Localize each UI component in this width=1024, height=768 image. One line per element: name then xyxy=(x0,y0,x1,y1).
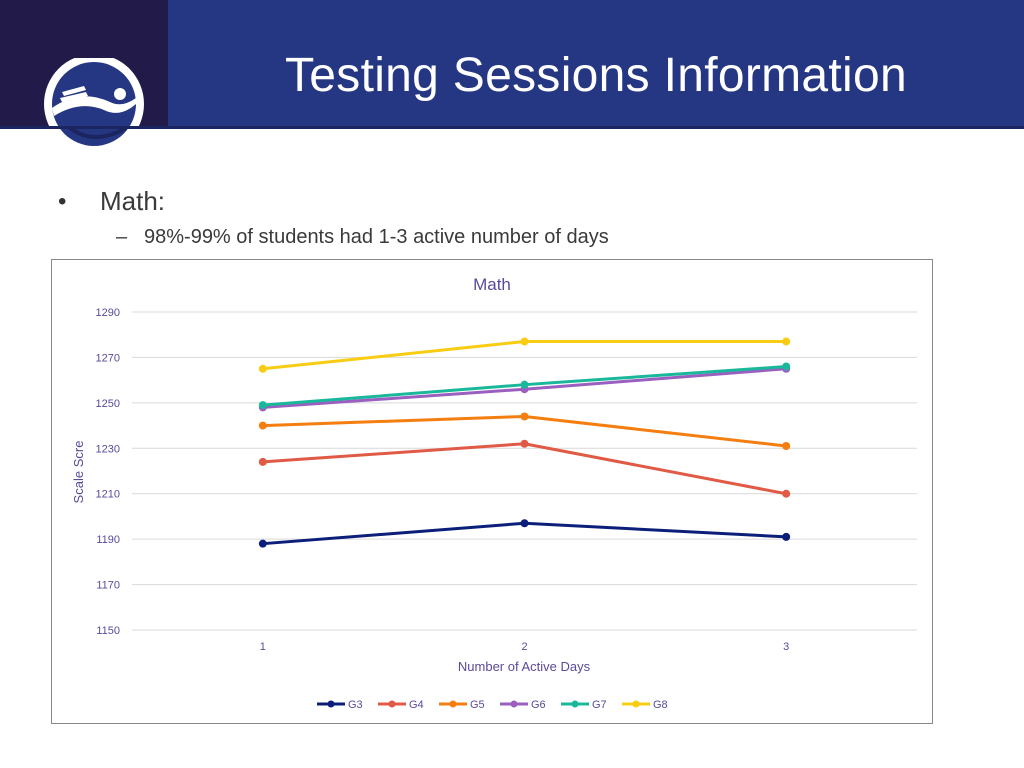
series-line-g8 xyxy=(262,340,787,371)
data-point-g5 xyxy=(782,442,791,451)
y-tick-label: 1290 xyxy=(96,307,120,319)
logo-panel xyxy=(0,0,168,154)
data-point-g4 xyxy=(782,489,791,498)
y-tick-label: 1190 xyxy=(96,534,120,546)
logo-icon xyxy=(44,58,144,154)
legend-label: G4 xyxy=(409,699,424,711)
data-point-g3 xyxy=(258,539,267,548)
header-bar: Testing Sessions Information xyxy=(0,0,1024,154)
line-chart: Math Scale Scre Number of Active Days 11… xyxy=(71,275,917,711)
legend-marker xyxy=(327,700,335,708)
x-tick-label: 3 xyxy=(783,641,789,653)
chart-container: Math Scale Scre Number of Active Days 11… xyxy=(51,259,933,724)
x-tick-label: 1 xyxy=(260,641,266,653)
data-point-g3 xyxy=(782,532,791,541)
data-point-g7 xyxy=(782,362,791,371)
legend-label: G7 xyxy=(592,699,607,711)
y-tick-label: 1250 xyxy=(96,398,120,410)
sub-bullet-dash: – xyxy=(116,226,128,248)
chart-title: Math xyxy=(473,275,511,294)
y-tick-label: 1170 xyxy=(96,580,120,592)
data-point-g7 xyxy=(258,401,267,410)
series-line-g4 xyxy=(262,442,787,496)
legend-label: G8 xyxy=(653,699,668,711)
legend-marker xyxy=(571,700,579,708)
y-tick-label: 1230 xyxy=(96,443,120,455)
x-tick-label: 2 xyxy=(521,641,527,653)
bullet-sub-text: 98%-99% of students had 1-3 active numbe… xyxy=(144,226,609,248)
data-point-g8 xyxy=(520,337,529,346)
legend-marker xyxy=(388,700,396,708)
y-tick-label: 1210 xyxy=(96,489,120,501)
page-title: Testing Sessions Information xyxy=(284,49,908,102)
x-axis-label: Number of Active Days xyxy=(458,659,591,674)
data-point-g8 xyxy=(258,364,267,373)
legend-label: G6 xyxy=(531,699,546,711)
legend-marker xyxy=(449,700,457,708)
data-point-g8 xyxy=(782,337,791,346)
data-point-g7 xyxy=(520,380,529,389)
data-point-g4 xyxy=(520,439,529,448)
data-point-g5 xyxy=(258,421,267,430)
y-tick-label: 1150 xyxy=(96,625,120,637)
legend-label: G3 xyxy=(348,699,363,711)
legend-marker xyxy=(632,700,640,708)
legend-marker xyxy=(510,700,518,708)
bullet-main-text: Math: xyxy=(100,186,166,216)
legend-label: G5 xyxy=(470,699,485,711)
y-tick-label: 1270 xyxy=(96,352,120,364)
bullet-icon: • xyxy=(58,188,67,215)
y-axis-label: Scale Scre xyxy=(71,441,86,504)
data-point-g4 xyxy=(258,457,267,466)
data-point-g5 xyxy=(520,412,529,421)
data-point-g3 xyxy=(520,519,529,528)
header-divider xyxy=(0,126,1024,129)
